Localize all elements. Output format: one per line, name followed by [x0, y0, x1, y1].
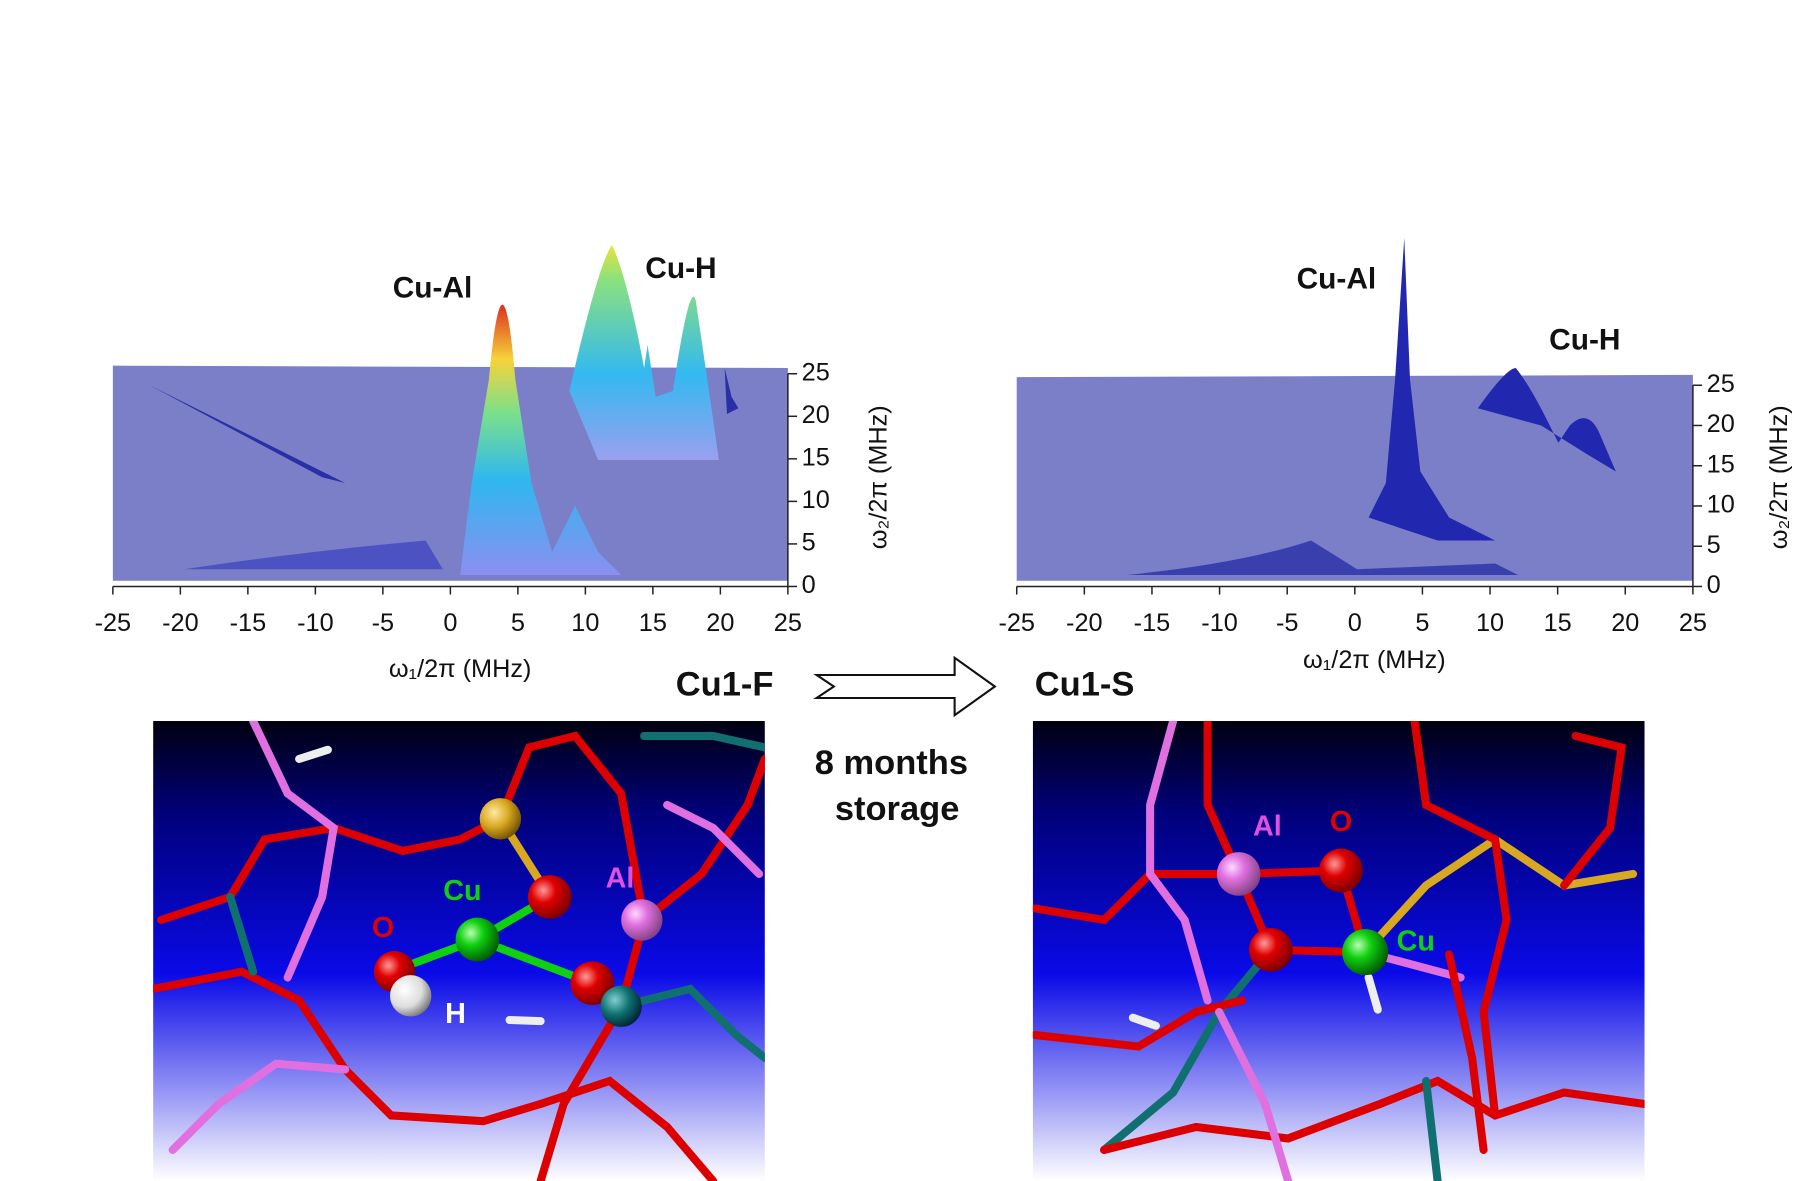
peak-label: Cu-H — [645, 252, 716, 285]
x-tick-label: 0 — [443, 609, 457, 637]
x-tick-label: 5 — [1415, 609, 1429, 637]
atom-label: Cu — [1397, 926, 1435, 958]
peak-label: Cu-H — [1549, 323, 1620, 356]
x-tick-label: 15 — [1544, 609, 1572, 637]
x-axis-label: ω₁/2π (MHz) — [1303, 646, 1446, 674]
x-tick-label: 10 — [1476, 609, 1504, 637]
y-tick-label: 5 — [1707, 531, 1721, 559]
peak-label: Cu-Al — [1297, 262, 1377, 295]
arrow-caption: storage — [835, 790, 960, 828]
y-axis-label: ω₂/2π (MHz) — [1765, 405, 1793, 549]
sample-label: Cu1-F — [676, 666, 774, 704]
x-tick-label: 20 — [706, 609, 734, 637]
peak-label: Cu-Al — [393, 272, 473, 305]
x-tick-label: -25 — [998, 609, 1035, 637]
sample-label: Cu1-S — [1035, 666, 1135, 704]
x-tick-label: 0 — [1348, 609, 1362, 637]
atom-label: Al — [1253, 811, 1282, 843]
y-axis-label: ω₂/2π (MHz) — [865, 405, 893, 549]
atom-label: O — [372, 912, 394, 944]
x-axis-label: ω₁/2π (MHz) — [389, 655, 532, 683]
x-tick-label: 25 — [774, 609, 802, 637]
y-tick-label: 5 — [802, 529, 816, 557]
x-tick-label: -25 — [95, 609, 132, 637]
x-tick-label: -20 — [1066, 609, 1103, 637]
y-tick-label: 0 — [802, 571, 816, 599]
y-tick-label: 25 — [1707, 370, 1735, 398]
arrow-caption: 8 months — [815, 744, 968, 782]
x-tick-label: 15 — [639, 609, 667, 637]
x-tick-label: -15 — [1134, 609, 1171, 637]
x-tick-label: 10 — [571, 609, 599, 637]
arrow — [813, 655, 997, 718]
atom-label: Al — [606, 862, 635, 894]
atom-label: Cu — [443, 875, 481, 907]
y-tick-label: 15 — [802, 444, 830, 472]
x-tick-label: -10 — [1201, 609, 1238, 637]
x-tick-label: 20 — [1611, 609, 1639, 637]
atom-label: O — [1330, 806, 1352, 838]
y-tick-label: 0 — [1707, 571, 1721, 599]
y-tick-label: 10 — [802, 486, 830, 514]
atom-label: H — [445, 998, 466, 1030]
surface-right — [1016, 238, 1693, 581]
y-tick-label: 15 — [1707, 450, 1735, 478]
y-tick-label: 10 — [1707, 491, 1735, 519]
surface-left — [112, 244, 788, 581]
x-tick-label: -15 — [230, 609, 267, 637]
x-tick-label: -5 — [1276, 609, 1298, 637]
x-tick-label: 5 — [511, 609, 525, 637]
y-tick-label: 20 — [1707, 410, 1735, 438]
structure-left — [153, 721, 765, 1181]
x-tick-label: 25 — [1679, 609, 1707, 637]
x-tick-label: -5 — [372, 609, 394, 637]
x-tick-label: -20 — [162, 609, 199, 637]
structure-right — [1032, 721, 1645, 1181]
x-tick-label: -10 — [297, 609, 334, 637]
y-tick-label: 20 — [802, 401, 830, 429]
y-tick-label: 25 — [802, 358, 830, 386]
